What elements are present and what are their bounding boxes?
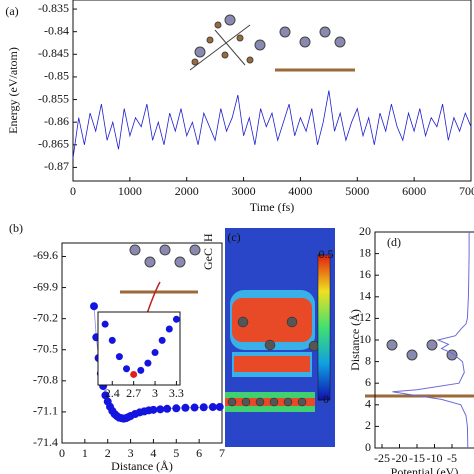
y-tick-label: -0.86 bbox=[44, 114, 69, 128]
y-tick-label: -0.87 bbox=[44, 159, 69, 173]
data-point bbox=[181, 403, 190, 412]
y-axis-label: Energy (eV/atom) bbox=[6, 47, 20, 134]
legend-label: C bbox=[201, 248, 215, 256]
y-tick-label: -69.9 bbox=[33, 279, 58, 293]
panel-label: (c) bbox=[227, 230, 240, 244]
y-tick-label: 10 bbox=[359, 332, 371, 346]
x-tick-label: 3.3 bbox=[169, 386, 184, 400]
data-point bbox=[165, 325, 173, 333]
data-point bbox=[149, 405, 158, 414]
x-axis-label: Distance (Å) bbox=[111, 459, 173, 473]
y-tick-label: 0 bbox=[365, 440, 371, 454]
data-point bbox=[90, 302, 98, 311]
y-tick-label: -69.6 bbox=[33, 248, 58, 262]
x-tick-label: 2.7 bbox=[126, 386, 141, 400]
x-axis-label: Time (fs) bbox=[250, 200, 295, 214]
data-point bbox=[123, 365, 131, 373]
x-tick-label: 2000 bbox=[175, 184, 199, 198]
data-point bbox=[190, 403, 199, 412]
x-tick-label: -15 bbox=[409, 451, 425, 465]
plot-frame bbox=[72, 0, 472, 182]
data-point bbox=[144, 359, 152, 367]
y-tick-label: -70.5 bbox=[33, 341, 58, 355]
x-tick-label: 7 bbox=[219, 446, 225, 460]
x-tick-label: -20 bbox=[392, 451, 408, 465]
x-tick-label: 7000 bbox=[459, 184, 474, 198]
heatmap-image bbox=[225, 228, 335, 447]
y-tick-label: 18 bbox=[359, 245, 371, 259]
x-tick-label: -5 bbox=[447, 451, 457, 465]
data-point bbox=[215, 402, 224, 411]
y-tick-label: -0.84 bbox=[44, 23, 69, 37]
y-tick-label: -70.2 bbox=[33, 310, 58, 324]
plot-frame bbox=[61, 242, 223, 444]
x-tick-label: 4000 bbox=[288, 184, 312, 198]
data-point bbox=[151, 349, 159, 357]
data-point bbox=[172, 404, 181, 413]
x-tick-label: 1 bbox=[82, 446, 88, 460]
x-tick-label: 1000 bbox=[118, 184, 142, 198]
data-point bbox=[137, 366, 145, 374]
y-tick-label: 6 bbox=[365, 375, 371, 389]
x-tick-label: 2.4 bbox=[105, 386, 120, 400]
x-tick-label: -10 bbox=[427, 451, 443, 465]
y-tick-label: 8 bbox=[365, 353, 371, 367]
structure-illustration bbox=[120, 14, 474, 398]
x-tick-label: 2 bbox=[105, 446, 111, 460]
x-tick-label: 0 bbox=[59, 446, 65, 460]
panel-label: (b) bbox=[9, 221, 23, 235]
data-point bbox=[101, 320, 109, 328]
legend-label: H bbox=[201, 233, 215, 242]
panel-label: (d) bbox=[387, 235, 401, 249]
x-tick-label: 6 bbox=[196, 446, 202, 460]
x-tick-label: 3 bbox=[128, 446, 134, 460]
x-tick-label: 3 bbox=[152, 386, 158, 400]
data-point bbox=[163, 404, 172, 413]
y-tick-label: 2 bbox=[365, 418, 371, 432]
y-tick-label: -0.85 bbox=[44, 69, 69, 83]
y-tick-label: -0.835 bbox=[38, 1, 69, 15]
data-line bbox=[392, 232, 470, 449]
x-tick-label: 6000 bbox=[402, 184, 426, 198]
data-point bbox=[115, 353, 123, 361]
data-point bbox=[108, 336, 116, 344]
y-tick-label: -71.4 bbox=[33, 435, 58, 449]
y-tick-label: -70.8 bbox=[33, 373, 58, 387]
data-point bbox=[172, 315, 180, 323]
data-point bbox=[158, 336, 166, 344]
y-tick-label: 20 bbox=[359, 224, 371, 238]
data-point bbox=[208, 403, 217, 412]
x-tick-label: 4 bbox=[150, 446, 156, 460]
y-tick-label: 16 bbox=[359, 267, 371, 281]
x-tick-label: 5 bbox=[173, 446, 179, 460]
legend-label: Ge bbox=[201, 256, 215, 270]
y-axis-label: Distance (Å) bbox=[348, 309, 362, 371]
data-point bbox=[156, 405, 165, 414]
x-tick-label: 3000 bbox=[232, 184, 256, 198]
colorbar-tick-label: 0.5 bbox=[319, 247, 334, 261]
data-point bbox=[130, 370, 138, 378]
data-line bbox=[72, 90, 472, 159]
x-tick-label: -25 bbox=[374, 451, 390, 465]
y-tick-label: 4 bbox=[365, 397, 371, 411]
x-axis-label: Potential (eV) bbox=[391, 465, 459, 474]
data-point bbox=[199, 403, 208, 412]
y-tick-label: -0.865 bbox=[38, 137, 69, 151]
y-tick-label: -0.845 bbox=[38, 46, 69, 60]
y-tick-label: 14 bbox=[359, 289, 371, 303]
data-point bbox=[101, 391, 110, 400]
panel-label: (a) bbox=[5, 4, 18, 18]
y-tick-label: -71.1 bbox=[33, 404, 58, 418]
y-tick-label: 12 bbox=[359, 310, 371, 324]
y-tick-label: -0.855 bbox=[38, 91, 69, 105]
x-tick-label: 0 bbox=[70, 184, 76, 198]
colorbar-tick-label: 0 bbox=[323, 392, 329, 406]
x-tick-label: 5000 bbox=[345, 184, 369, 198]
plot-frame bbox=[97, 311, 181, 386]
inset-background bbox=[98, 312, 180, 385]
